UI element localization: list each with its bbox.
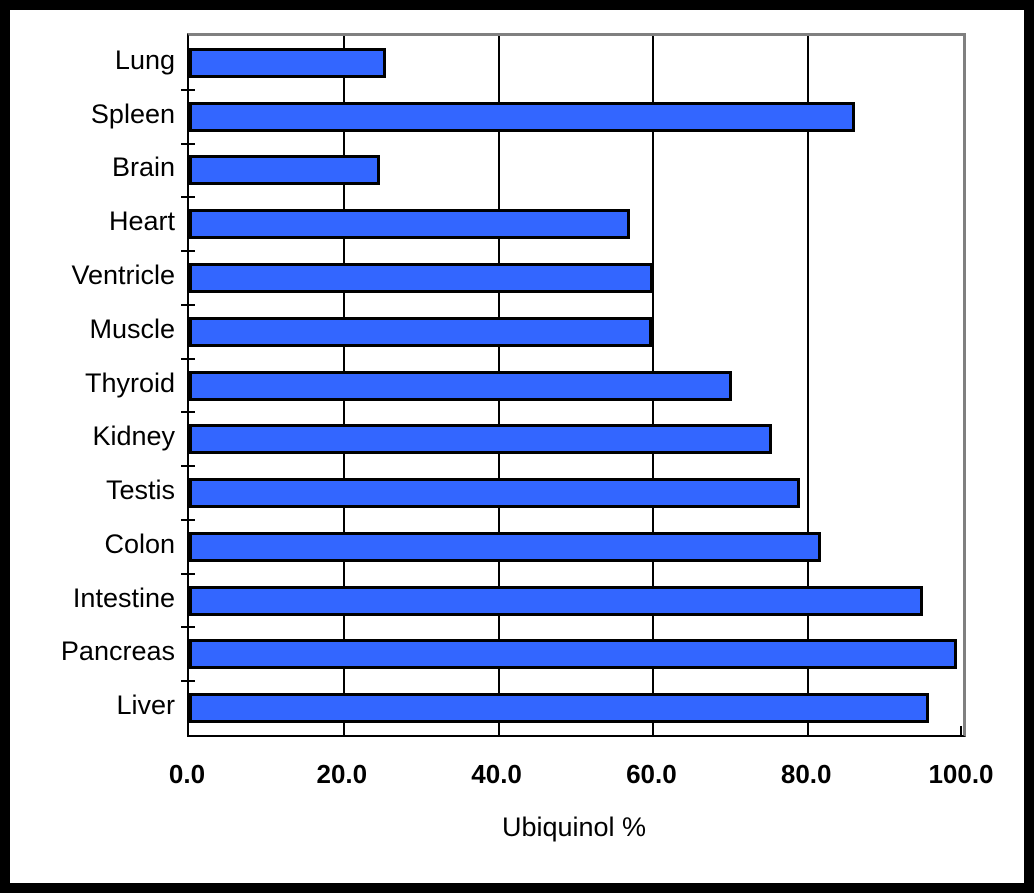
bar-liver [189, 693, 929, 724]
y-axis-tick [181, 680, 195, 683]
category-label: Kidney [92, 421, 175, 452]
x-axis-tick [960, 726, 962, 735]
category-label: Pancreas [60, 636, 175, 667]
category-label: Muscle [89, 313, 175, 344]
category-label: Lung [114, 44, 175, 75]
gridline [807, 36, 810, 735]
y-axis-tick [181, 196, 195, 199]
x-tick-label: 20.0 [316, 759, 368, 789]
x-tick-label: 60.0 [626, 759, 677, 789]
x-tick-label: 80.0 [780, 759, 832, 789]
category-label: Ventricle [71, 259, 175, 290]
y-axis-tick [181, 626, 195, 629]
category-label: Spleen [90, 98, 175, 129]
category-label: Heart [108, 206, 175, 237]
x-tick-label: 40.0 [471, 759, 522, 789]
y-axis-tick [181, 303, 195, 306]
y-axis-tick [181, 250, 195, 253]
bar-pancreas [189, 639, 957, 670]
y-axis-tick [181, 572, 195, 575]
bar-spleen [189, 101, 855, 132]
x-tick-label: 100.0 [928, 759, 994, 789]
y-axis-tick [181, 411, 195, 414]
bar-testis [189, 478, 800, 509]
y-axis-tick [181, 465, 195, 468]
bar-colon [189, 531, 822, 562]
y-axis-tick [181, 142, 195, 145]
bar-ventricle [189, 262, 653, 293]
bar-brain [189, 155, 381, 186]
category-label: Testis [105, 475, 175, 506]
x-axis-title: Ubiquinol % [501, 812, 647, 842]
bar-intestine [189, 585, 923, 616]
bar-kidney [189, 424, 772, 455]
category-label: Thyroid [84, 367, 175, 398]
x-tick-label: 0.0 [168, 759, 206, 789]
y-axis-tick [181, 518, 195, 521]
category-label: Intestine [72, 582, 175, 613]
y-axis-tick [181, 357, 195, 360]
category-label: Brain [111, 152, 175, 183]
plot-area [181, 33, 966, 737]
bar-heart [189, 209, 631, 240]
bar-lung [189, 47, 387, 78]
bar-muscle [189, 316, 652, 347]
category-label: Liver [116, 690, 175, 721]
bar-thyroid [189, 370, 732, 401]
y-axis-tick [181, 88, 195, 91]
category-label: Colon [104, 528, 175, 559]
